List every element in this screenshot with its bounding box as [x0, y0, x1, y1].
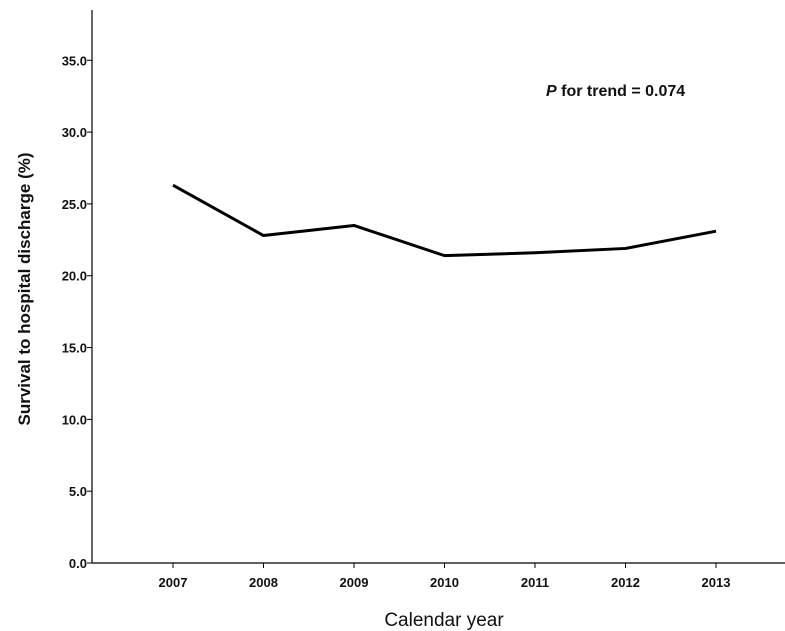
x-tick-label-2008: 2008 [249, 575, 278, 590]
y-tick-label-0: 0.0 [69, 556, 87, 571]
trend-annotation-text: for trend = 0.074 [557, 83, 686, 100]
series-line-0 [172, 183, 717, 258]
y-tick-label-2: 10.0 [62, 412, 87, 427]
x-tick-label-2009: 2009 [340, 575, 369, 590]
y-tick-label-7: 35.0 [62, 53, 87, 68]
x-tick-label-2012: 2012 [611, 575, 640, 590]
trend-annotation: P for trend = 0.074 [546, 83, 685, 100]
trend-annotation-p: P [546, 83, 557, 100]
x-tick-label-2013: 2013 [702, 575, 731, 590]
y-tick-label-5: 25.0 [62, 197, 87, 212]
x-axis-title: Calendar year [384, 610, 504, 631]
x-tick-label-2007: 2007 [159, 575, 188, 590]
series-layer [172, 183, 717, 258]
x-tick-label-2011: 2011 [521, 575, 549, 590]
y-tick-label-3: 15.0 [62, 341, 87, 356]
y-tick-label-4: 20.0 [62, 269, 87, 284]
y-axis-ticks: 0.0 5.0 10.0 15.0 20.0 25.0 30.0 35.0 [62, 53, 92, 571]
x-tick-label-2010: 2010 [430, 575, 459, 590]
y-tick-label-1: 5.0 [69, 484, 87, 499]
y-tick-label-6: 30.0 [62, 125, 87, 140]
y-axis-title: Survival to hospital discharge (%) [15, 152, 34, 425]
x-axis-ticks: 2007 2008 2009 2010 2011 2012 2013 [159, 563, 731, 590]
